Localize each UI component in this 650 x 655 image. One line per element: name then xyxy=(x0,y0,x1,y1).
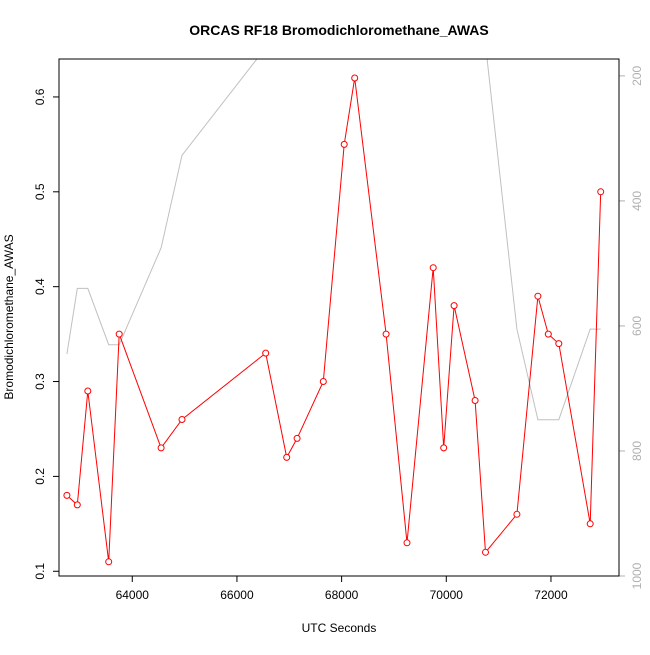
data-point xyxy=(471,397,479,404)
data-point xyxy=(440,444,448,452)
data-point xyxy=(534,292,542,300)
data-point xyxy=(544,330,552,338)
data-point xyxy=(482,548,489,556)
data-point xyxy=(351,74,359,82)
x-tick-label: 70000 xyxy=(430,588,464,602)
data-point xyxy=(262,349,270,357)
x-axis-label: UTC Seconds xyxy=(302,621,377,635)
data-point xyxy=(63,491,71,499)
secondary-series xyxy=(66,59,601,421)
y-tick-label: 0.6 xyxy=(33,88,47,105)
y2-tick-label: 200 xyxy=(630,66,644,86)
data-point xyxy=(586,520,594,528)
data-point xyxy=(84,387,92,395)
y-tick-label: 0.4 xyxy=(33,278,47,295)
data-point xyxy=(319,378,327,385)
data-point xyxy=(403,539,411,547)
data-point xyxy=(450,302,458,310)
y-axis-label: Bromodichloromethane_AWAS xyxy=(2,234,16,399)
data-point xyxy=(382,330,390,338)
x-tick-label: 68000 xyxy=(325,588,359,602)
y2-tick-label: 400 xyxy=(630,191,644,211)
x-tick-label: 66000 xyxy=(220,588,254,602)
data-point xyxy=(597,188,605,196)
plot-frame xyxy=(58,58,620,577)
data-point xyxy=(555,340,563,348)
primary-series xyxy=(63,74,605,566)
data-point xyxy=(429,264,437,272)
data-point xyxy=(157,444,165,452)
y2-tick-label: 1000 xyxy=(630,562,644,589)
data-point xyxy=(293,434,301,442)
data-point xyxy=(178,416,186,423)
primary-series-line xyxy=(66,77,602,562)
y-tick-label: 0.1 xyxy=(33,563,47,580)
secondary-series-line xyxy=(66,59,601,421)
y-axis: 0.1 0.2 0.3 0.4 0.5 0.6 xyxy=(33,88,59,580)
y2-tick-label: 800 xyxy=(630,441,644,461)
y2-axis: 200 400 600 800 1000 xyxy=(619,66,644,589)
chart-title: ORCAS RF18 Bromodichloromethane_AWAS xyxy=(189,22,489,38)
x-axis: 64000 66000 68000 70000 72000 xyxy=(116,575,568,602)
data-point xyxy=(115,330,123,338)
y-tick-label: 0.3 xyxy=(33,373,47,390)
y-tick-label: 0.5 xyxy=(33,183,47,200)
data-point xyxy=(340,140,348,148)
data-point xyxy=(283,453,291,461)
x-tick-label: 72000 xyxy=(534,588,568,602)
y2-tick-label: 600 xyxy=(630,316,644,336)
y-tick-label: 0.2 xyxy=(33,468,47,485)
x-tick-label: 64000 xyxy=(116,588,150,602)
data-point xyxy=(513,510,521,518)
data-point xyxy=(73,501,81,509)
data-point xyxy=(105,558,113,566)
